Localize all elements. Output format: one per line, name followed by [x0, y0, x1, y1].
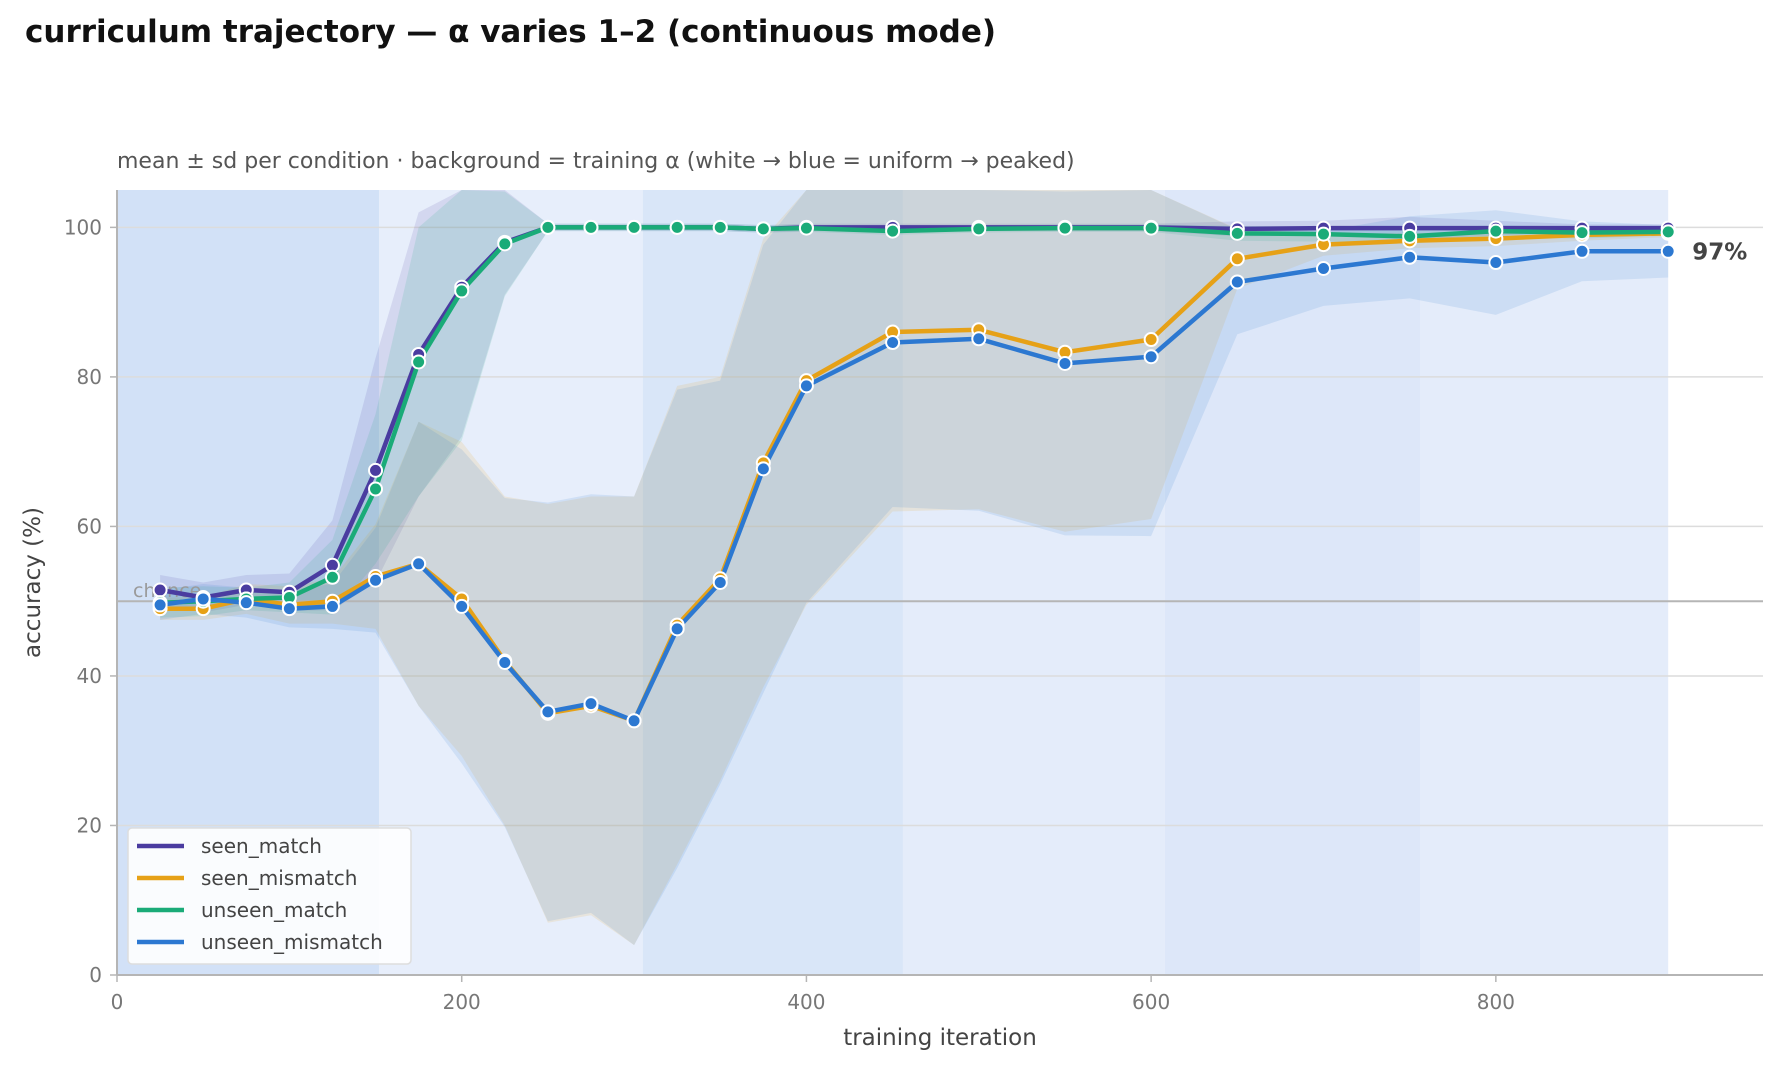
alpha-band-3 [902, 190, 1165, 975]
point-unseen_mismatch-800 [1488, 255, 1504, 271]
point-unseen_mismatch-250 [540, 704, 556, 720]
series-points [152, 219, 1676, 729]
legend-label-unseen_mismatch: unseen_mismatch [201, 930, 383, 954]
alpha-band-2 [642, 190, 903, 975]
x-axis-label: training iteration [843, 1025, 1037, 1051]
point-unseen_match-600 [1143, 220, 1159, 236]
point-unseen_mismatch-25 [152, 597, 168, 613]
line-seen_mismatch [160, 231, 1669, 724]
axis-labels: 97% training iteration accuracy (%) mean ± … [20, 149, 1747, 1051]
point-unseen_match-225 [497, 236, 513, 252]
sd-band-unseen_mismatch [160, 190, 1669, 946]
point-unseen_mismatch-125 [324, 598, 340, 614]
point-unseen_mismatch-550 [1057, 355, 1073, 371]
x-tick-label-800: 800 [1477, 990, 1515, 1014]
point-unseen_match-300 [626, 219, 642, 235]
x-tick-label-200: 200 [443, 990, 481, 1014]
point-unseen_match-800 [1488, 223, 1504, 239]
point-unseen_match-550 [1057, 220, 1073, 236]
point-unseen_match-750 [1402, 228, 1418, 244]
chart-subtitle: mean ± sd per condition · background = t… [117, 149, 1075, 174]
alpha-band-5 [1420, 190, 1669, 975]
point-unseen_mismatch-325 [669, 621, 685, 637]
point-unseen_mismatch-150 [368, 572, 384, 588]
y-tick-label-80: 80 [77, 365, 102, 389]
point-seen_match-25 [152, 582, 168, 598]
point-unseen_match-375 [755, 221, 771, 237]
x-tick-label-0: 0 [111, 990, 124, 1014]
point-unseen_match-125 [324, 569, 340, 585]
line-unseen_match [160, 225, 1669, 605]
point-unseen_match-350 [712, 219, 728, 235]
point-unseen_match-150 [368, 481, 384, 497]
point-unseen_match-250 [540, 219, 556, 235]
legend-label-seen_mismatch: seen_mismatch [201, 866, 357, 890]
end-value-annotation: 97% [1692, 239, 1747, 265]
point-unseen_mismatch-400 [798, 378, 814, 394]
point-unseen_match-200 [454, 283, 470, 299]
point-unseen_mismatch-300 [626, 713, 642, 729]
y-tick-label-100: 100 [64, 215, 102, 239]
point-unseen_mismatch-450 [885, 335, 901, 351]
point-unseen_mismatch-375 [755, 461, 771, 477]
point-unseen_match-400 [798, 220, 814, 236]
point-unseen_mismatch-75 [238, 595, 254, 611]
point-unseen_mismatch-350 [712, 575, 728, 590]
point-unseen_match-700 [1315, 226, 1331, 242]
y-axis-label: accuracy (%) [20, 507, 46, 658]
point-unseen_mismatch-275 [583, 696, 599, 712]
chart-title: curriculum trajectory — α varies 1–2 (co… [25, 14, 997, 50]
point-unseen_mismatch-500 [971, 331, 987, 347]
axes: 0 200 400 600 800 0 20 40 60 80 100 [64, 190, 1763, 1014]
legend-box [127, 827, 412, 965]
point-seen_mismatch-600 [1143, 332, 1159, 348]
point-unseen_mismatch-225 [497, 654, 513, 670]
point-unseen_mismatch-850 [1574, 243, 1590, 259]
y-tick-label-40: 40 [77, 664, 102, 688]
point-seen_mismatch-650 [1229, 251, 1245, 267]
y-tick-label-0: 0 [89, 963, 102, 987]
point-unseen_mismatch-750 [1402, 249, 1418, 265]
legend-label-seen_match: seen_match [201, 834, 322, 858]
point-unseen_mismatch-200 [454, 598, 470, 614]
y-tick-label-20: 20 [77, 813, 102, 837]
legend: seen_match seen_mismatch unseen_matchunsee… [127, 827, 412, 965]
point-unseen_match-175 [411, 354, 427, 370]
alpha-band-1 [378, 190, 643, 975]
point-unseen_match-900 [1660, 224, 1676, 240]
sd-band-seen_mismatch [160, 190, 1669, 946]
x-tick-label-400: 400 [787, 990, 825, 1014]
y-tick-label-60: 60 [77, 514, 102, 538]
point-unseen_match-450 [885, 223, 901, 239]
point-unseen_mismatch-100 [281, 601, 297, 617]
grid-lines [117, 226, 1763, 827]
point-unseen_match-325 [669, 219, 685, 235]
point-unseen_match-275 [583, 219, 599, 235]
point-unseen_match-650 [1229, 225, 1245, 241]
alpha-background-bands [117, 190, 1669, 975]
point-unseen_match-850 [1574, 225, 1590, 241]
alpha-band-4 [1164, 190, 1421, 975]
point-unseen_mismatch-175 [411, 556, 427, 572]
point-unseen_mismatch-650 [1229, 274, 1245, 290]
legend-label-unseen_match: unseen_match [201, 898, 347, 922]
point-unseen_mismatch-600 [1143, 349, 1159, 365]
point-seen_match-150 [368, 462, 384, 478]
point-unseen_mismatch-50 [195, 591, 211, 607]
point-unseen_mismatch-700 [1315, 261, 1331, 276]
x-tick-label-600: 600 [1132, 990, 1170, 1014]
point-unseen_match-500 [971, 221, 987, 237]
point-unseen_mismatch-900 [1660, 243, 1676, 259]
